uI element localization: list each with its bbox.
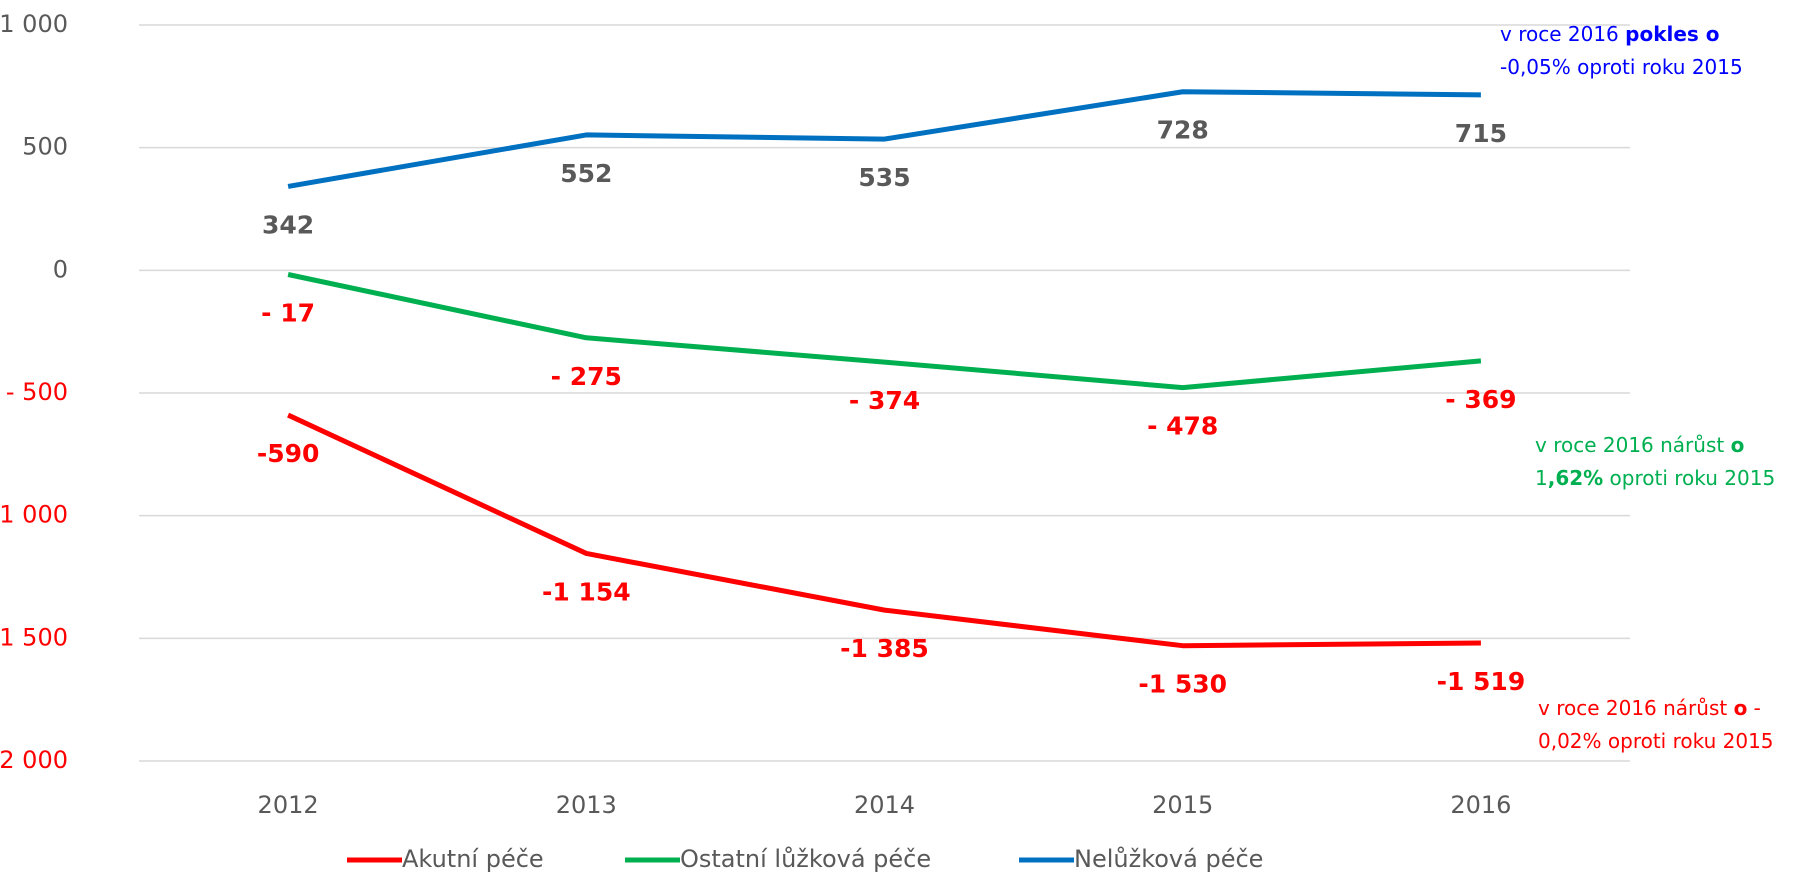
data-label: -1 530 xyxy=(1138,670,1227,699)
data-label: 535 xyxy=(858,163,910,192)
annotation: 0,02% oproti roku 2015 xyxy=(1538,729,1774,753)
annotation: 1,62% oproti roku 2015 xyxy=(1535,466,1775,490)
data-label: - 275 xyxy=(551,362,622,391)
data-label: 728 xyxy=(1157,116,1209,145)
x-tick-label: 2014 xyxy=(854,791,915,819)
x-tick-label: 2013 xyxy=(556,791,617,819)
data-label: -1 519 xyxy=(1437,667,1526,696)
annotation-part: o xyxy=(1734,696,1748,720)
annotation-part: oproti roku 2015 xyxy=(1603,466,1775,490)
annotation-part: v roce 2016 nárůst xyxy=(1538,696,1734,720)
annotation-part: -0,05% oproti roku 2015 xyxy=(1500,55,1743,79)
data-label: 552 xyxy=(560,159,612,188)
y-tick-label: 1 000 xyxy=(0,10,68,38)
y-tick-label: -1 500 xyxy=(0,623,68,651)
annotation: -0,05% oproti roku 2015 xyxy=(1500,55,1743,79)
y-tick-label: 0 xyxy=(53,255,68,283)
series-line xyxy=(287,412,1481,649)
series-line xyxy=(287,89,1481,189)
annotation-part: pokles o xyxy=(1625,22,1719,46)
annotation: v roce 2016 pokles o xyxy=(1500,22,1720,46)
y-tick-label: -2 000 xyxy=(0,746,68,774)
y-tick-label: 500 xyxy=(22,133,68,161)
annotation-part: ,62% xyxy=(1548,466,1603,490)
annotation-part: v roce 2016 nárůst xyxy=(1535,433,1731,457)
data-label: - 369 xyxy=(1445,385,1516,414)
legend-label: Ostatní lůžková péče xyxy=(680,845,931,873)
annotation-part: 1 xyxy=(1535,466,1548,490)
y-tick-label: -1 000 xyxy=(0,501,68,529)
legend-label: Akutní péče xyxy=(402,845,544,873)
data-label: 342 xyxy=(262,210,314,239)
series-line xyxy=(287,272,1482,391)
legend-label: Nelůžková péče xyxy=(1074,845,1263,873)
y-tick-label: - 500 xyxy=(6,378,68,406)
annotation-part: 0,02% oproti roku 2015 xyxy=(1538,729,1774,753)
data-label: - 374 xyxy=(849,386,920,415)
data-label: -1 154 xyxy=(542,577,631,606)
x-tick-label: 2015 xyxy=(1152,791,1213,819)
data-label: 715 xyxy=(1455,119,1507,148)
data-label: - 478 xyxy=(1147,412,1218,441)
data-label: -590 xyxy=(257,439,320,468)
annotation: v roce 2016 nárůst o - xyxy=(1538,696,1761,720)
annotation-part: o xyxy=(1731,433,1745,457)
data-label: -1 385 xyxy=(840,634,929,663)
x-tick-label: 2012 xyxy=(258,791,319,819)
annotation-part: - xyxy=(1747,696,1761,720)
x-tick-label: 2016 xyxy=(1450,791,1511,819)
data-label: - 17 xyxy=(261,299,315,328)
annotation-part: v roce 2016 xyxy=(1500,22,1625,46)
annotation: v roce 2016 nárůst o xyxy=(1535,433,1744,457)
